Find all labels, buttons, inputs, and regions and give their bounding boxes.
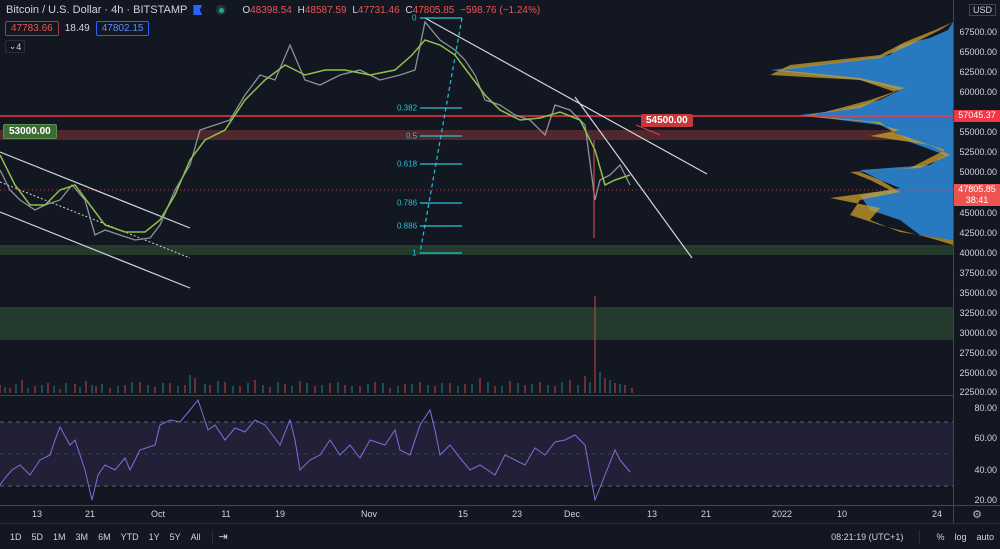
range-1y[interactable]: 1Y xyxy=(148,531,160,542)
last-price-tag: 47805.85 38:41 xyxy=(954,184,1000,206)
settings-gear-icon[interactable]: ⚙ xyxy=(954,505,1000,523)
currency-button[interactable]: USD xyxy=(968,4,996,16)
red-zone xyxy=(0,130,953,140)
range-1m[interactable]: 1M xyxy=(53,531,66,542)
range-6m[interactable]: 6M xyxy=(98,531,111,542)
pane-divider[interactable] xyxy=(0,395,953,396)
fib-level-0618: 0.618 xyxy=(397,159,418,169)
log-scale-button[interactable]: log xyxy=(954,531,967,542)
time-axis[interactable]: 13 21 Oct 11 19 Nov 15 23 Dec 13 21 2022… xyxy=(0,505,953,522)
range-ytd[interactable]: YTD xyxy=(120,531,139,542)
fib-level-1: 1 xyxy=(412,248,417,258)
range-all[interactable]: All xyxy=(190,531,201,542)
date-range-buttons: 1D 5D 1M 3M 6M YTD 1Y 5Y All xyxy=(5,532,206,542)
symbol-legend: Bitcoin / U.S. Dollar · 4h · BITSTAMP O4… xyxy=(6,4,543,16)
indicators-toggle[interactable]: ⌄ 4 xyxy=(5,40,25,53)
fib-level-05: 0.5 xyxy=(406,131,418,141)
ohlc-values: O48398.54 H48587.59 L47731.46 C47805.85 … xyxy=(242,4,541,16)
fib-level-0382: 0.382 xyxy=(397,103,418,113)
volume-profile xyxy=(770,22,953,245)
price-label-54500[interactable]: 54500.00 xyxy=(641,114,693,127)
bar-countdown: 38:41 xyxy=(965,195,989,205)
volume-bars xyxy=(0,296,633,393)
symbol-title[interactable]: Bitcoin / U.S. Dollar · 4h · BITSTAMP xyxy=(6,4,188,16)
range-3m[interactable]: 3M xyxy=(75,531,89,542)
bottom-toolbar: 1D 5D 1M 3M 6M YTD 1Y 5Y All ⇥ 08:21:19 … xyxy=(0,523,1000,549)
buy-sell-panel: 47783.66 18.49 47802.15 xyxy=(5,21,150,36)
range-5d[interactable]: 5D xyxy=(31,531,44,542)
range-1d[interactable]: 1D xyxy=(10,531,22,542)
market-status-icon xyxy=(216,5,227,15)
percent-scale-button[interactable]: % xyxy=(936,531,945,542)
spread-value: 18.49 xyxy=(64,23,90,34)
green-zone-1 xyxy=(0,245,953,255)
range-5y[interactable]: 5Y xyxy=(169,531,181,542)
flag-icon[interactable] xyxy=(193,5,203,15)
chevron-down-icon: ⌄ xyxy=(8,41,17,51)
sell-button[interactable]: 47783.66 xyxy=(5,21,59,36)
rsi-line xyxy=(0,398,631,502)
fib-retracement xyxy=(419,17,463,254)
price-axis[interactable]: USD 67500.00 65000.00 62500.00 60000.00 … xyxy=(953,0,1000,523)
auto-scale-button[interactable]: auto xyxy=(976,531,994,542)
moving-average xyxy=(0,39,631,233)
fib-level-0786: 0.786 xyxy=(397,198,418,208)
resistance-price-tag: 57045.37 xyxy=(954,110,1000,122)
buy-button[interactable]: 47802.15 xyxy=(95,21,150,36)
green-zone-2 xyxy=(0,307,953,340)
fib-level-0: 0 xyxy=(412,13,417,23)
price-path xyxy=(0,20,631,241)
price-label-53000[interactable]: 53000.00 xyxy=(3,124,57,139)
fib-level-0886: 0.886 xyxy=(397,221,418,231)
chart-canvas[interactable] xyxy=(0,0,953,523)
clock[interactable]: 08:21:19 (UTC+1) xyxy=(831,531,904,542)
scale-controls: 08:21:19 (UTC+1) % log auto xyxy=(831,529,994,544)
goto-date-icon[interactable]: ⇥ xyxy=(218,531,228,543)
